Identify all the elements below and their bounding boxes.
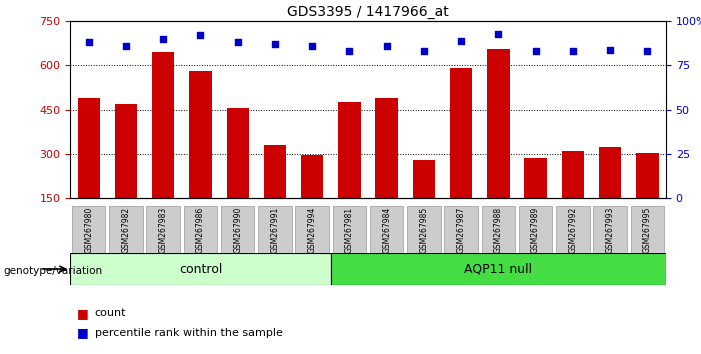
Bar xyxy=(376,98,398,198)
Text: GSM267993: GSM267993 xyxy=(606,207,615,253)
Text: genotype/variation: genotype/variation xyxy=(4,266,102,276)
Bar xyxy=(115,104,137,198)
Bar xyxy=(524,159,547,198)
FancyBboxPatch shape xyxy=(556,206,590,253)
FancyBboxPatch shape xyxy=(258,206,292,253)
Point xyxy=(121,43,132,49)
FancyBboxPatch shape xyxy=(519,206,552,253)
Bar xyxy=(636,153,658,198)
Bar xyxy=(189,72,212,198)
Point xyxy=(641,48,653,54)
Point xyxy=(418,48,430,54)
Point xyxy=(493,31,504,36)
Text: GSM267986: GSM267986 xyxy=(196,207,205,253)
Text: GSM267991: GSM267991 xyxy=(271,207,280,253)
FancyBboxPatch shape xyxy=(331,253,666,285)
Point xyxy=(269,41,280,47)
Text: control: control xyxy=(179,263,222,275)
Point xyxy=(232,40,243,45)
Bar xyxy=(487,49,510,198)
FancyBboxPatch shape xyxy=(72,206,105,253)
Text: GSM267982: GSM267982 xyxy=(121,207,130,253)
Text: GSM267994: GSM267994 xyxy=(308,207,317,253)
Bar xyxy=(599,147,621,198)
Title: GDS3395 / 1417966_at: GDS3395 / 1417966_at xyxy=(287,5,449,19)
Text: GSM267985: GSM267985 xyxy=(419,207,428,253)
Point xyxy=(195,33,206,38)
Bar xyxy=(562,151,584,198)
Text: AQP11 null: AQP11 null xyxy=(464,263,533,275)
FancyBboxPatch shape xyxy=(407,206,441,253)
FancyBboxPatch shape xyxy=(221,206,254,253)
Point xyxy=(158,36,169,42)
Text: count: count xyxy=(95,308,126,318)
Text: ■: ■ xyxy=(77,307,89,320)
Point xyxy=(456,38,467,44)
Bar xyxy=(152,52,175,198)
FancyBboxPatch shape xyxy=(631,206,664,253)
FancyBboxPatch shape xyxy=(70,253,331,285)
Point xyxy=(343,48,355,54)
Text: percentile rank within the sample: percentile rank within the sample xyxy=(95,328,283,338)
Bar xyxy=(450,68,472,198)
Point xyxy=(381,43,393,49)
FancyBboxPatch shape xyxy=(482,206,515,253)
Bar xyxy=(226,108,249,198)
FancyBboxPatch shape xyxy=(444,206,478,253)
Text: GSM267995: GSM267995 xyxy=(643,207,652,253)
Text: ■: ■ xyxy=(77,326,89,339)
Text: GSM267992: GSM267992 xyxy=(569,207,578,253)
FancyBboxPatch shape xyxy=(147,206,180,253)
FancyBboxPatch shape xyxy=(593,206,627,253)
Text: GSM267983: GSM267983 xyxy=(158,207,168,253)
Bar xyxy=(413,160,435,198)
Point xyxy=(306,43,318,49)
FancyBboxPatch shape xyxy=(184,206,217,253)
Point xyxy=(530,48,541,54)
Point xyxy=(83,40,95,45)
Text: GSM267981: GSM267981 xyxy=(345,207,354,253)
FancyBboxPatch shape xyxy=(333,206,366,253)
Text: GSM267987: GSM267987 xyxy=(456,207,465,253)
FancyBboxPatch shape xyxy=(370,206,403,253)
Bar xyxy=(78,98,100,198)
Bar xyxy=(264,145,286,198)
Point xyxy=(567,48,578,54)
Point xyxy=(604,47,615,52)
Text: GSM267984: GSM267984 xyxy=(382,207,391,253)
FancyBboxPatch shape xyxy=(295,206,329,253)
Bar xyxy=(301,155,323,198)
FancyBboxPatch shape xyxy=(109,206,143,253)
Text: GSM267989: GSM267989 xyxy=(531,207,540,253)
Bar xyxy=(338,102,360,198)
Text: GSM267988: GSM267988 xyxy=(494,207,503,253)
Text: GSM267990: GSM267990 xyxy=(233,207,242,253)
Text: GSM267980: GSM267980 xyxy=(84,207,93,253)
